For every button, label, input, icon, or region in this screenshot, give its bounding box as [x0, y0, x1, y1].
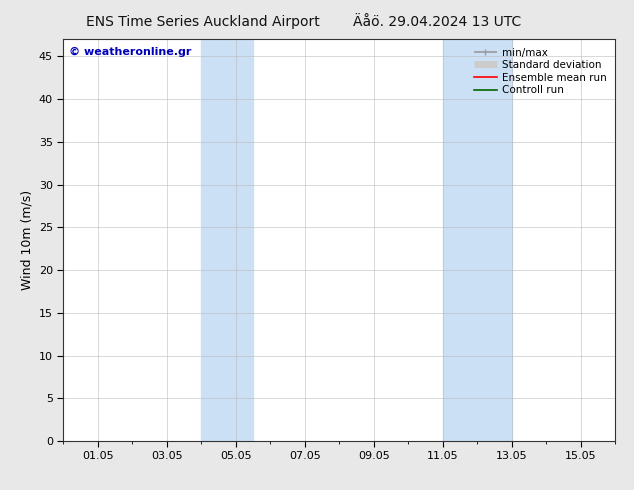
Text: ENS Time Series Auckland Airport: ENS Time Series Auckland Airport	[86, 15, 320, 29]
Bar	[202, 39, 253, 441]
Text: © weatheronline.gr: © weatheronline.gr	[69, 47, 191, 57]
Y-axis label: Wind 10m (m/s): Wind 10m (m/s)	[20, 190, 34, 290]
Legend: min/max, Standard deviation, Ensemble mean run, Controll run: min/max, Standard deviation, Ensemble me…	[470, 45, 610, 98]
Bar	[443, 39, 512, 441]
Text: Äåο̈. 29.04.2024 13 UTC: Äåο̈. 29.04.2024 13 UTC	[353, 15, 522, 29]
